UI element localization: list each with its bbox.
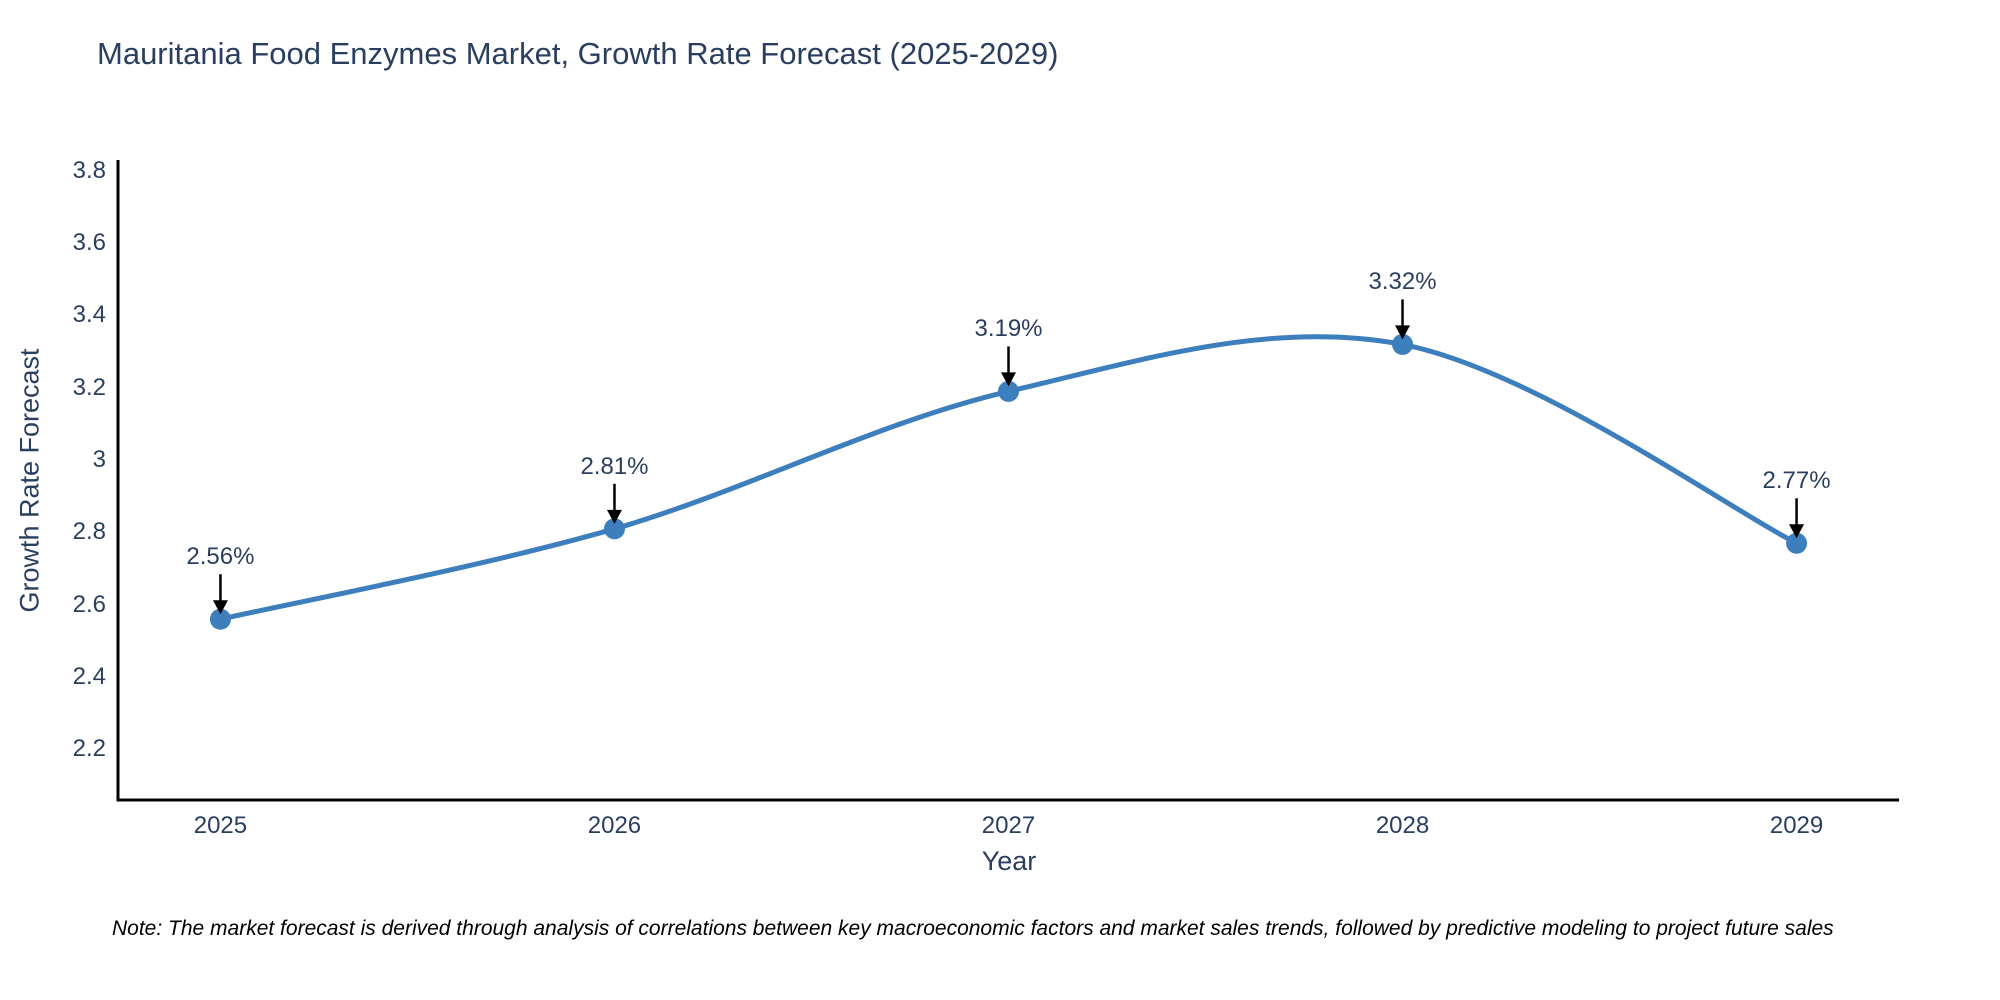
- footnote: Note: The market forecast is derived thr…: [112, 917, 1834, 940]
- x-axis-title: Year: [981, 846, 1037, 876]
- data-point-marker: [998, 380, 1019, 402]
- x-tick-label: 2026: [587, 812, 642, 839]
- data-point-label: 2.56%: [186, 543, 255, 571]
- annotation-arrowhead: [1395, 325, 1411, 340]
- y-tick-label: 3: [92, 446, 106, 474]
- y-tick-label: 2.8: [72, 518, 106, 546]
- x-tick-label: 2029: [1769, 812, 1824, 839]
- x-tick-label: 2028: [1375, 812, 1430, 839]
- x-tick-label: 2027: [981, 812, 1036, 839]
- y-tick-label: 3.6: [72, 229, 106, 257]
- data-point-marker: [603, 518, 625, 540]
- annotation-arrowhead: [212, 600, 228, 615]
- data-point-label: 3.19%: [974, 315, 1043, 343]
- y-tick-label: 3.8: [72, 156, 106, 184]
- y-tick-label: 2.6: [72, 590, 106, 618]
- data-point-marker: [1786, 532, 1808, 554]
- y-tick-label: 3.4: [72, 301, 106, 329]
- chart-title: Mauritania Food Enzymes Market, Growth R…: [97, 36, 1059, 71]
- annotation-arrowhead: [1001, 372, 1016, 387]
- y-tick-label: 3.2: [72, 373, 106, 401]
- data-point-marker: [1392, 333, 1414, 355]
- y-tick-label: 2.4: [72, 663, 106, 691]
- annotation-arrowhead: [1789, 524, 1805, 539]
- x-tick-label: 2025: [193, 812, 248, 839]
- data-point-label: 3.32%: [1368, 268, 1437, 296]
- data-point-marker: [209, 608, 231, 630]
- data-point-label: 2.81%: [580, 452, 649, 480]
- data-point-label: 2.77%: [1762, 467, 1831, 495]
- annotation-arrowhead: [606, 509, 622, 524]
- y-tick-label: 2.2: [72, 735, 106, 763]
